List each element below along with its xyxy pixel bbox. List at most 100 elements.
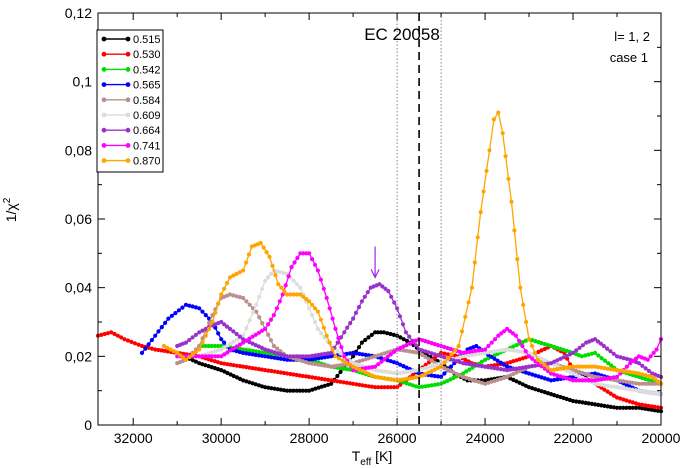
data-point <box>228 348 233 353</box>
data-point <box>464 375 469 380</box>
data-point <box>599 377 604 382</box>
data-point <box>344 367 349 372</box>
data-point <box>227 326 233 331</box>
data-point <box>548 371 554 376</box>
data-point <box>237 364 243 369</box>
data-point <box>319 376 324 381</box>
data-point <box>294 388 299 393</box>
data-point <box>237 349 242 355</box>
data-point <box>526 364 532 369</box>
data-point <box>501 362 506 367</box>
data-point <box>574 378 579 383</box>
data-point <box>203 326 208 331</box>
data-point <box>570 350 576 355</box>
data-point <box>227 275 233 280</box>
data-point <box>288 371 293 377</box>
data-point <box>426 383 431 388</box>
data-point <box>366 353 371 358</box>
data-point <box>356 345 362 350</box>
data-point <box>592 350 598 355</box>
data-point <box>532 350 538 355</box>
legend-item: 0.741 <box>101 140 161 152</box>
data-point <box>601 343 606 349</box>
data-point <box>464 353 469 358</box>
data-point <box>300 354 305 359</box>
data-point <box>125 338 130 343</box>
data-point <box>159 348 164 353</box>
data-point <box>253 332 258 337</box>
data-point <box>298 251 303 256</box>
data-point <box>499 331 504 336</box>
data-point <box>329 378 334 383</box>
data-point <box>344 360 349 365</box>
data-point <box>633 370 639 376</box>
data-point <box>640 372 645 377</box>
data-point <box>413 375 418 380</box>
data-point <box>621 386 626 391</box>
y-axis-label-main: 1/χ <box>3 203 19 223</box>
data-point <box>624 405 629 410</box>
data-point <box>515 257 520 262</box>
data-point <box>442 344 447 350</box>
data-point <box>627 387 632 392</box>
data-point <box>301 251 306 256</box>
data-point <box>574 399 579 404</box>
data-point <box>630 370 635 375</box>
data-point <box>307 374 312 379</box>
data-point <box>342 354 347 359</box>
data-point <box>300 359 305 364</box>
data-point <box>237 346 243 352</box>
data-point <box>595 339 601 344</box>
x-tick-label: 22000 <box>554 430 593 446</box>
data-point <box>611 351 616 356</box>
data-point <box>614 395 620 400</box>
data-point <box>558 366 563 371</box>
legend-marker <box>101 112 107 118</box>
legend-label: 0.609 <box>133 110 161 122</box>
data-point <box>244 338 249 343</box>
annotation-case: case 1 <box>610 50 648 65</box>
data-point <box>413 343 418 348</box>
data-point <box>630 400 635 405</box>
data-point <box>376 385 381 390</box>
data-point <box>231 346 236 351</box>
data-point <box>552 367 557 372</box>
data-point <box>379 375 384 380</box>
data-point <box>153 333 158 338</box>
data-point <box>564 348 569 353</box>
data-point <box>492 337 498 342</box>
data-point <box>200 309 205 314</box>
data-point <box>545 361 551 366</box>
data-point <box>442 371 447 376</box>
data-point <box>335 363 340 368</box>
data-point <box>250 366 255 371</box>
data-point <box>636 388 642 393</box>
data-point <box>272 386 277 391</box>
data-point <box>165 345 170 350</box>
data-point <box>212 354 217 359</box>
data-point <box>285 371 290 376</box>
data-point <box>200 340 205 345</box>
data-point <box>404 381 409 386</box>
y-tick-label: 0,1 <box>73 74 93 90</box>
data-point <box>316 362 321 367</box>
data-point <box>467 362 472 367</box>
data-point <box>481 189 486 194</box>
data-point <box>366 365 371 370</box>
data-point <box>457 349 462 354</box>
data-point <box>643 406 648 411</box>
data-point <box>209 354 214 359</box>
data-point <box>310 353 315 358</box>
data-point <box>301 294 306 299</box>
data-point <box>341 380 346 385</box>
data-point <box>555 367 560 372</box>
data-point <box>234 363 239 368</box>
data-point <box>489 365 494 370</box>
data-point <box>193 305 198 310</box>
data-point <box>630 387 635 392</box>
data-point <box>388 331 393 337</box>
data-point <box>369 332 374 337</box>
data-point <box>169 313 174 318</box>
data-point <box>555 377 560 382</box>
data-point <box>310 357 315 362</box>
